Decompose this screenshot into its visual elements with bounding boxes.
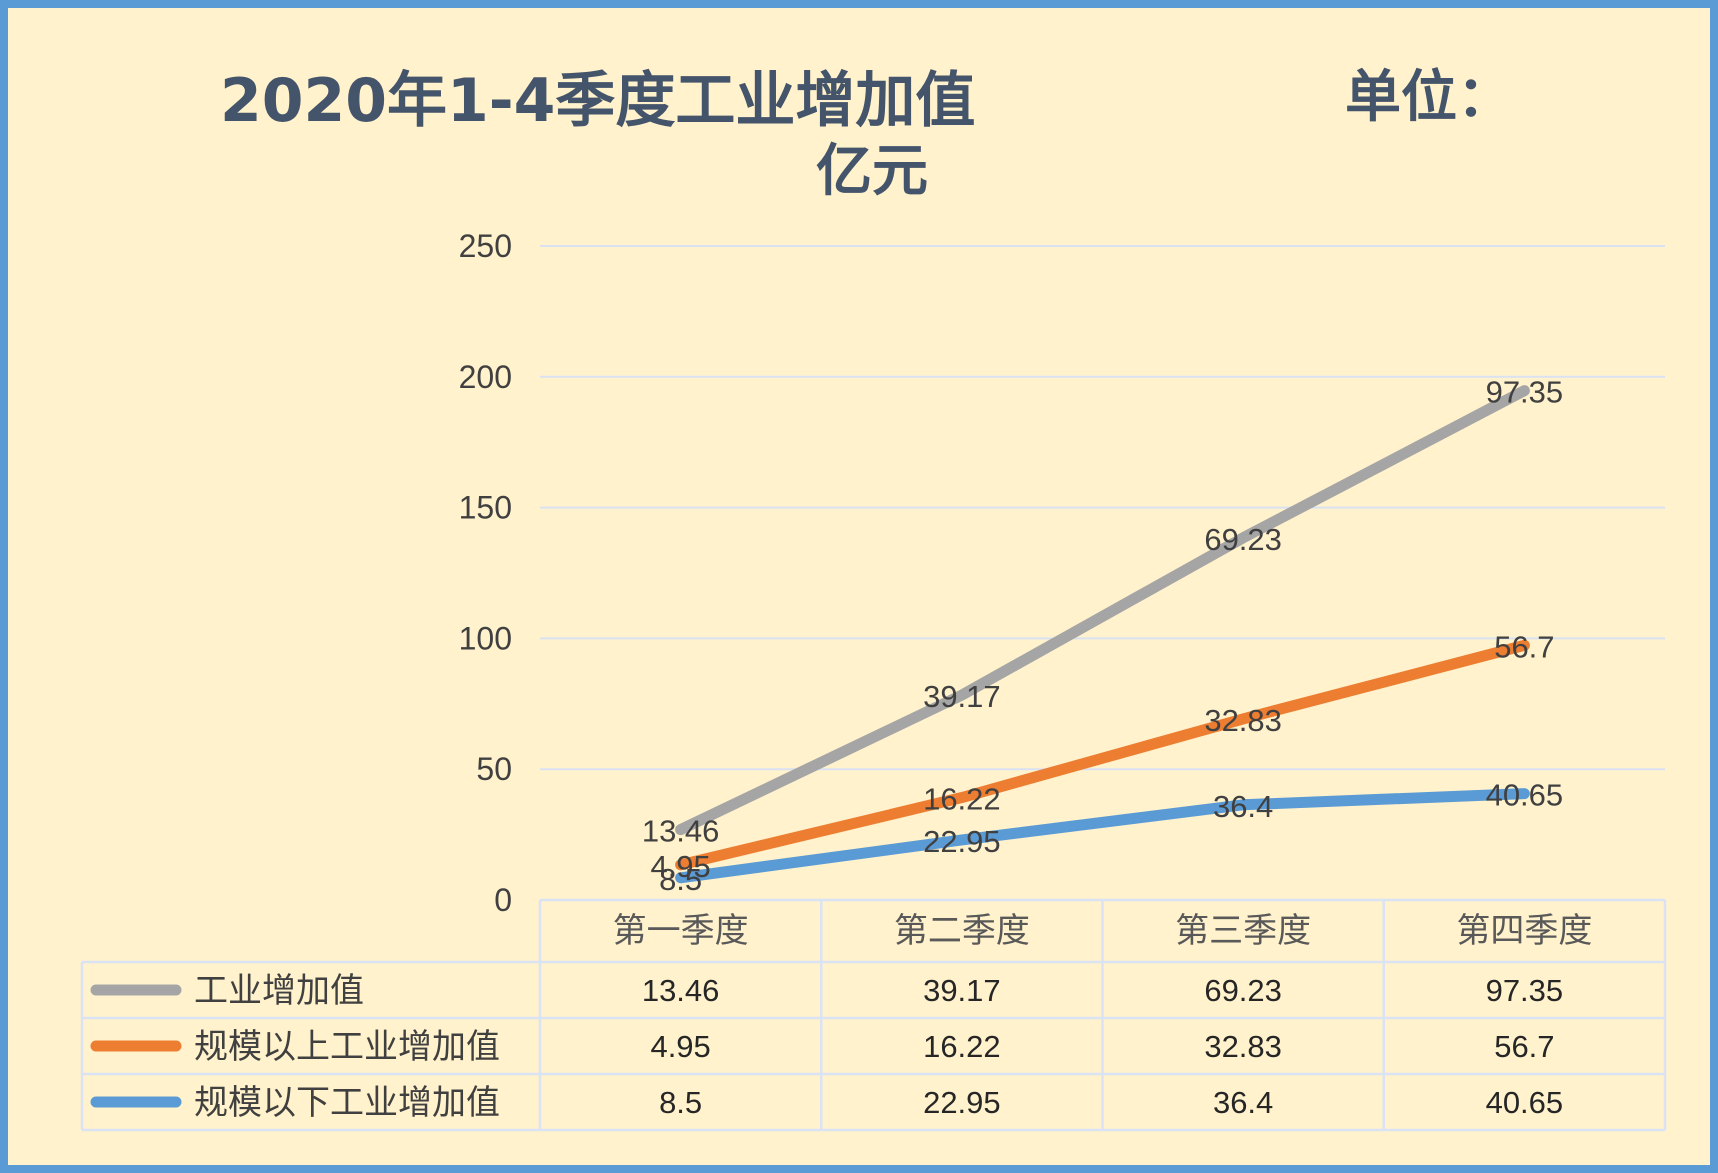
table-cell-value: 8.5 bbox=[659, 1085, 702, 1120]
y-tick-label: 250 bbox=[459, 228, 512, 264]
data-label: 56.7 bbox=[1494, 629, 1554, 664]
data-label: 8.5 bbox=[659, 862, 702, 897]
table-cell-value: 56.7 bbox=[1494, 1029, 1554, 1064]
series-line bbox=[675, 788, 1530, 884]
y-tick-label: 0 bbox=[494, 882, 512, 918]
table-cell-value: 69.23 bbox=[1204, 973, 1282, 1008]
data-label: 39.17 bbox=[923, 679, 1001, 714]
table-cell-value: 22.95 bbox=[923, 1085, 1001, 1120]
y-tick-label: 100 bbox=[459, 620, 512, 656]
category-label: 第三季度 bbox=[1175, 911, 1311, 951]
series-line bbox=[675, 385, 1530, 836]
table-row-series-name: 工业增加值 bbox=[194, 971, 364, 1011]
data-label: 97.35 bbox=[1486, 375, 1564, 410]
category-label: 第四季度 bbox=[1456, 911, 1592, 951]
table-cell-value: 40.65 bbox=[1486, 1085, 1564, 1120]
table-cell-value: 36.4 bbox=[1213, 1085, 1273, 1120]
data-label: 69.23 bbox=[1204, 522, 1282, 557]
table-cell-value: 4.95 bbox=[650, 1029, 710, 1064]
unit-label: 单位： bbox=[1345, 65, 1513, 130]
data-label: 22.95 bbox=[923, 824, 1001, 859]
y-tick-label: 50 bbox=[476, 751, 512, 787]
table-cell-value: 16.22 bbox=[923, 1029, 1001, 1064]
table-row-series-name: 规模以上工业增加值 bbox=[194, 1027, 500, 1067]
data-label: 36.4 bbox=[1213, 789, 1273, 824]
data-label: 4.95 bbox=[650, 849, 710, 884]
table-row-series-name: 规模以下工业增加值 bbox=[194, 1083, 500, 1123]
data-label: 32.83 bbox=[1204, 703, 1282, 738]
series-line bbox=[675, 639, 1530, 871]
data-label: 16.22 bbox=[923, 782, 1001, 817]
data-label: 13.46 bbox=[642, 814, 720, 849]
chart-title: 2020年1-4季度工业增加值 bbox=[220, 66, 976, 136]
table-cell-value: 39.17 bbox=[923, 973, 1001, 1008]
unit-value: 亿元 bbox=[816, 139, 928, 204]
table-cell-value: 97.35 bbox=[1486, 973, 1564, 1008]
table-cell-value: 13.46 bbox=[642, 973, 720, 1008]
y-tick-label: 200 bbox=[459, 359, 512, 395]
category-label: 第二季度 bbox=[894, 911, 1030, 951]
y-tick-label: 150 bbox=[459, 490, 512, 526]
category-label: 第一季度 bbox=[613, 911, 749, 951]
data-label: 40.65 bbox=[1486, 778, 1564, 813]
table-cell-value: 32.83 bbox=[1204, 1029, 1282, 1064]
